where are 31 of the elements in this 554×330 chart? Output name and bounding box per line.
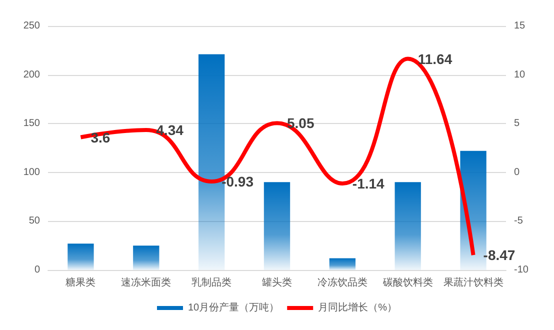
y-tick-label: 250 bbox=[23, 20, 40, 32]
legend-label: 月同比增长（%） bbox=[318, 302, 398, 314]
y2-tick-label: 0 bbox=[514, 166, 520, 178]
x-tick-label: 速冻米面类 bbox=[121, 276, 172, 288]
y2-tick-label: 10 bbox=[514, 69, 526, 80]
data-label: -1.14 bbox=[352, 176, 385, 192]
bar bbox=[394, 182, 421, 270]
data-label: -8.47 bbox=[483, 247, 516, 264]
y-tick-label: 200 bbox=[23, 69, 40, 80]
bar bbox=[133, 246, 160, 270]
bar bbox=[264, 182, 290, 270]
data-label: 5.05 bbox=[287, 115, 314, 132]
y-tick-label: 150 bbox=[23, 118, 40, 130]
x-tick-label: 冷冻饮品类 bbox=[317, 276, 368, 288]
y-tick-label: 50 bbox=[28, 216, 40, 227]
legend-label: 10月份产量（万吨） bbox=[188, 302, 280, 314]
data-label: 11.64 bbox=[418, 50, 452, 67]
x-tick-label: 碳酸饮料类 bbox=[382, 276, 433, 288]
bar bbox=[68, 244, 94, 270]
x-tick-label: 罐头类 bbox=[262, 276, 292, 288]
x-tick-label: 乳制品类 bbox=[192, 276, 232, 288]
y-tick-label: 0 bbox=[34, 264, 40, 276]
data-label: 4.34 bbox=[156, 122, 184, 138]
y2-tick-label: 5 bbox=[514, 118, 520, 130]
y-tick-label: 100 bbox=[23, 166, 40, 178]
bar bbox=[329, 258, 356, 270]
y2-tick-label: -5 bbox=[514, 216, 524, 227]
x-tick-label: 果蔬汁饮料类 bbox=[443, 276, 504, 288]
y2-tick-label: 15 bbox=[514, 20, 526, 32]
x-tick-label: 糖果类 bbox=[66, 276, 96, 288]
y2-tick-label: -10 bbox=[514, 264, 529, 276]
